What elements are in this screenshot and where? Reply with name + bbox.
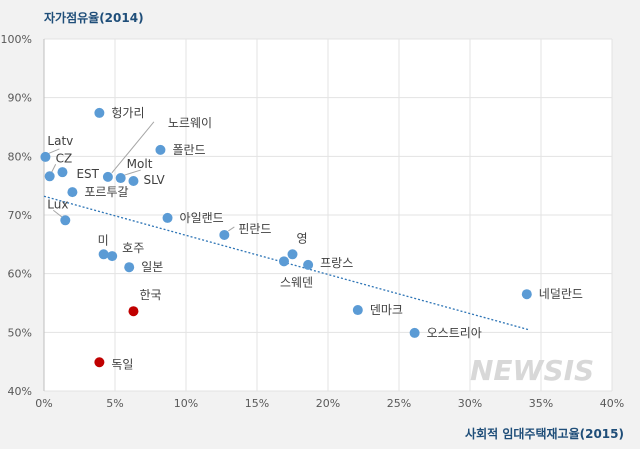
data-label: 미 (98, 233, 109, 247)
data-point (67, 187, 78, 198)
x-tick-label: 25% (387, 397, 411, 410)
data-point (219, 229, 230, 240)
data-point (102, 171, 113, 182)
x-tick-label: 20% (316, 397, 340, 410)
leader-line (111, 121, 155, 174)
data-label: 한국 (139, 288, 161, 302)
y-tick-label: 90% (8, 92, 32, 105)
data-point (115, 173, 126, 184)
leader-line (124, 169, 141, 176)
x-tick-label: 5% (106, 397, 123, 410)
data-label: 영 (297, 231, 308, 245)
data-label: 일본 (141, 260, 163, 274)
data-point (94, 107, 105, 118)
x-tick-label: 15% (245, 397, 269, 410)
data-label: 포르투갈 (84, 185, 128, 199)
data-point (40, 151, 51, 162)
data-point (409, 327, 420, 338)
data-point (521, 289, 532, 300)
data-label: 호주 (122, 241, 144, 255)
leader-line (228, 226, 235, 232)
y-tick-label: 70% (8, 209, 32, 222)
data-point (44, 171, 55, 182)
leader-line (47, 148, 60, 155)
data-label: Latv (47, 134, 73, 148)
data-point (94, 357, 105, 368)
y-tick-label: 80% (8, 150, 32, 163)
data-point (57, 167, 68, 178)
data-point (128, 306, 139, 317)
data-label: 핀란드 (238, 222, 271, 236)
x-tick-label: 35% (529, 397, 553, 410)
data-point (278, 256, 289, 267)
y-tick-label: 50% (8, 326, 32, 339)
watermark: NEWSIS (470, 354, 594, 387)
data-point (60, 215, 71, 226)
x-tick-label: 10% (174, 397, 198, 410)
data-point (303, 259, 314, 270)
data-point (155, 144, 166, 155)
data-label: 스웨덴 (280, 275, 313, 289)
x-tick-label: 40% (600, 397, 624, 410)
data-label: 아일랜드 (180, 211, 224, 225)
y-tick-label: 40% (8, 385, 32, 398)
data-label: EST (76, 167, 99, 181)
x-tick-label: 0% (35, 397, 52, 410)
leader-line (52, 209, 63, 218)
data-point (128, 175, 139, 186)
data-label: SLV (143, 173, 165, 187)
data-label: CZ (56, 151, 73, 165)
data-point (287, 249, 298, 260)
data-label: 폴란드 (172, 143, 205, 157)
leader-line (51, 164, 57, 173)
data-point (162, 212, 173, 223)
y-tick-label: 60% (8, 268, 32, 281)
data-label: 독일 (111, 357, 133, 371)
y-axis-title: 자가점유율(2014) (44, 10, 144, 25)
data-label: 헝가리 (111, 106, 144, 120)
data-point (352, 305, 363, 316)
data-point (107, 251, 118, 262)
data-label: 네덜란드 (539, 287, 583, 301)
data-label: 덴마크 (370, 303, 403, 317)
data-label: Lux (47, 197, 68, 211)
data-label: Molt (127, 157, 153, 171)
x-tick-label: 30% (458, 397, 482, 410)
data-point (98, 249, 109, 260)
data-label: 프랑스 (320, 256, 353, 270)
y-tick-label: 100% (1, 33, 32, 46)
x-axis-title: 사회적 임대주택재고율(2015) (465, 426, 624, 441)
data-label: 노르웨이 (168, 116, 212, 130)
data-point (124, 262, 135, 273)
data-label: 오스트리아 (427, 326, 482, 340)
